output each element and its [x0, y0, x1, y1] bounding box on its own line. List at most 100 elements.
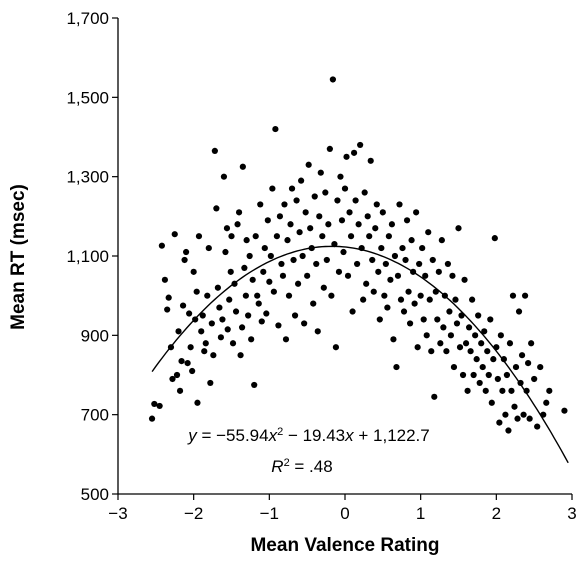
data-point — [269, 185, 276, 192]
data-point — [494, 375, 501, 383]
x-tick-label: 1 — [416, 504, 425, 523]
data-point — [305, 161, 312, 168]
data-point — [161, 276, 169, 283]
data-point — [416, 260, 423, 268]
data-point — [279, 272, 287, 279]
data-point — [228, 233, 235, 240]
data-point — [367, 157, 374, 164]
data-point — [520, 411, 527, 418]
data-point — [360, 296, 367, 303]
data-point — [431, 393, 438, 400]
data-point — [293, 197, 300, 204]
y-tick-label: 1,500 — [66, 88, 109, 107]
data-point — [402, 256, 409, 264]
data-point — [391, 252, 399, 260]
data-point — [252, 233, 259, 240]
data-point — [496, 419, 503, 426]
data-point — [453, 320, 461, 327]
data-point — [214, 284, 221, 291]
data-point — [462, 340, 470, 347]
data-point — [158, 242, 165, 249]
data-point — [361, 189, 368, 196]
data-point — [465, 324, 473, 331]
data-point — [413, 209, 420, 216]
data-point — [202, 340, 209, 347]
data-point — [502, 411, 509, 418]
data-point — [363, 280, 370, 287]
data-point — [341, 185, 349, 192]
data-point — [475, 312, 482, 319]
data-point — [313, 260, 320, 268]
y-tick-label: 1,100 — [66, 247, 109, 266]
data-point — [291, 312, 299, 319]
data-point — [255, 300, 262, 307]
data-point — [478, 340, 485, 347]
data-point — [408, 237, 415, 244]
data-point — [189, 367, 196, 375]
fit-curve — [151, 245, 569, 464]
data-point — [387, 276, 394, 283]
data-point — [505, 427, 512, 434]
data-point — [178, 358, 185, 365]
data-point — [317, 169, 324, 176]
data-point — [198, 328, 205, 335]
data-point — [248, 336, 255, 343]
data-point — [390, 336, 397, 343]
data-point — [199, 312, 206, 319]
data-point — [414, 344, 421, 351]
data-points — [148, 76, 568, 434]
data-point — [472, 332, 479, 339]
data-point — [208, 320, 215, 327]
data-point — [357, 141, 364, 149]
data-point — [423, 332, 430, 339]
r-squared-label: R2 = .48 — [271, 457, 332, 476]
data-point — [531, 375, 538, 383]
data-point — [419, 244, 426, 252]
data-point — [469, 296, 476, 303]
data-point — [337, 173, 344, 180]
data-point — [464, 387, 471, 394]
data-point — [332, 344, 340, 351]
data-point — [461, 276, 468, 283]
data-point — [205, 244, 212, 252]
data-point — [164, 306, 171, 313]
data-point — [426, 296, 433, 303]
data-point — [534, 423, 541, 430]
data-point — [169, 375, 176, 383]
data-point — [165, 294, 172, 301]
axes — [117, 18, 572, 495]
y-tick-label: 1,700 — [66, 9, 109, 28]
data-point — [219, 316, 226, 323]
data-point — [506, 340, 514, 347]
data-point — [425, 229, 432, 236]
data-point — [503, 371, 511, 379]
data-point — [417, 292, 424, 299]
data-point — [450, 363, 458, 371]
data-point — [272, 125, 279, 133]
data-point — [452, 296, 459, 303]
data-point — [388, 221, 396, 228]
data-point — [242, 292, 249, 299]
data-point — [375, 268, 382, 275]
data-point — [537, 363, 544, 371]
data-point — [323, 256, 330, 264]
data-point — [243, 237, 250, 244]
data-point — [455, 225, 462, 232]
data-point — [316, 213, 323, 220]
data-point — [526, 415, 533, 422]
data-point — [434, 316, 441, 323]
x-tick-label: −3 — [108, 504, 127, 523]
data-point — [241, 264, 248, 271]
data-point — [311, 193, 318, 200]
data-point — [394, 272, 402, 279]
data-point — [176, 387, 184, 394]
x-axis-ticks: −3 −2 −1 0 1 2 3 — [108, 494, 577, 523]
data-point — [193, 288, 200, 295]
data-point — [511, 403, 518, 410]
data-point — [267, 252, 274, 260]
data-point — [223, 225, 231, 232]
y-tick-label: 700 — [81, 406, 109, 425]
data-point — [270, 288, 277, 295]
data-point — [490, 356, 497, 363]
data-point — [399, 244, 406, 252]
